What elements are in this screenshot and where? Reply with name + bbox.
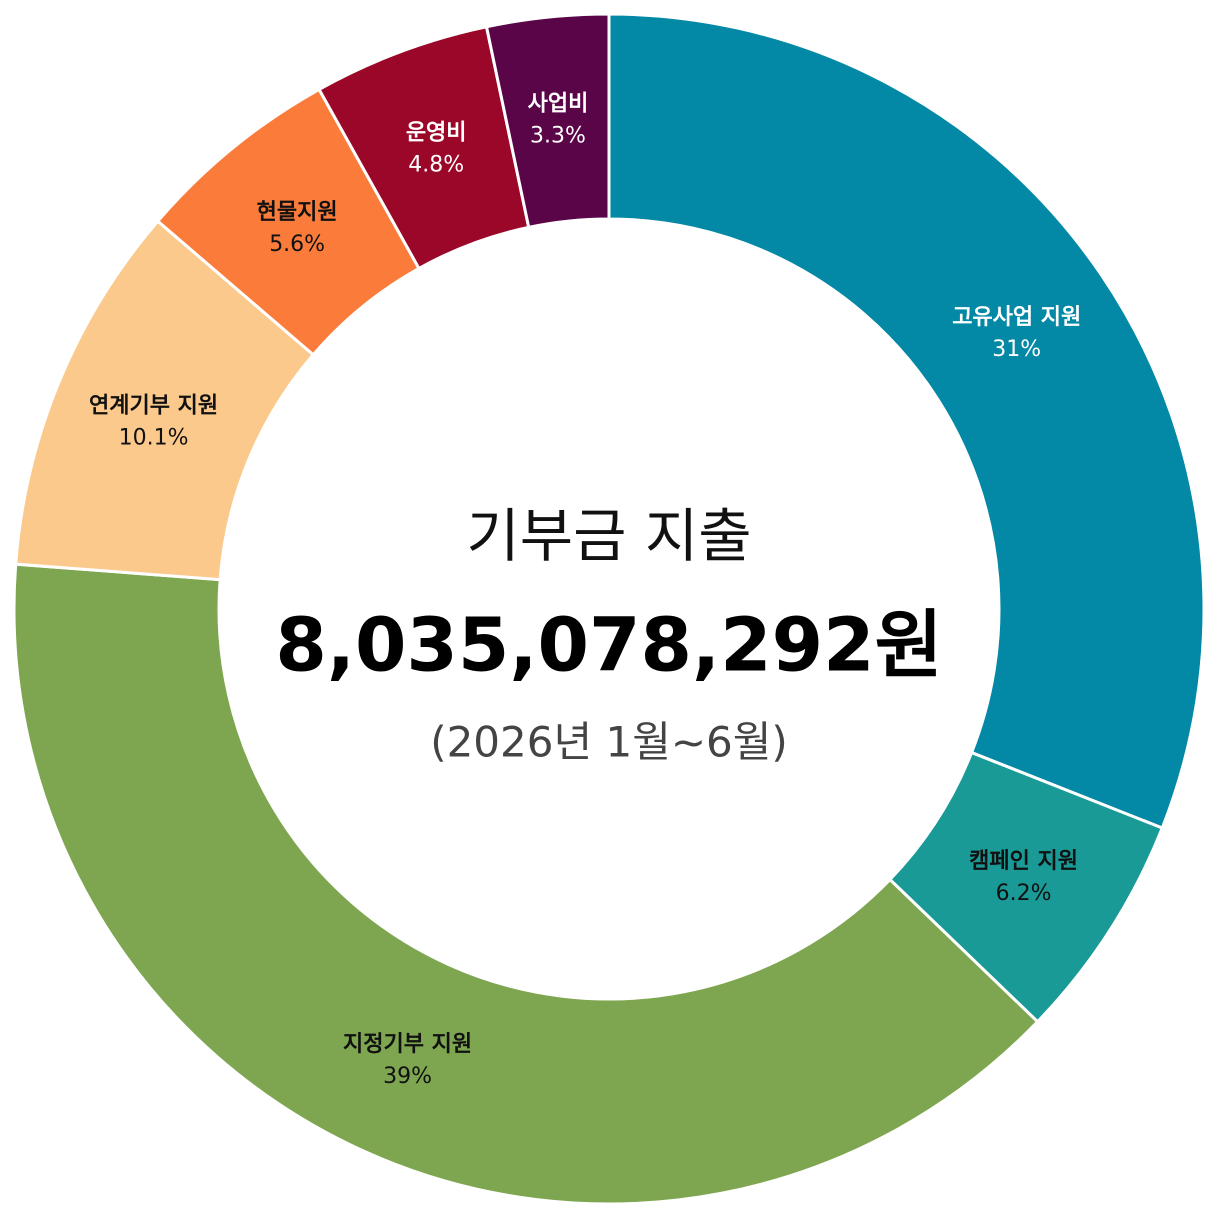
slice-value-label: 31%	[992, 337, 1041, 362]
slice-value-label: 5.6%	[269, 232, 325, 257]
slice-label: 연계기부 지원	[89, 393, 218, 418]
slice-value-label: 6.2%	[996, 881, 1052, 906]
slice-label: 지정기부 지원	[343, 1032, 472, 1057]
donut-slice	[12, 562, 1040, 1206]
center-total: 8,035,078,292원	[275, 603, 942, 689]
slice-value-label: 10.1%	[119, 425, 189, 450]
center-title: 기부금 지출	[466, 502, 751, 570]
slice-label: 현물지원	[257, 200, 338, 225]
slice-value-label: 4.8%	[408, 152, 464, 177]
donut-slice	[484, 12, 611, 230]
center-subtitle: (2026년 1월~6월)	[430, 718, 788, 767]
slice-label: 운영비	[406, 120, 467, 145]
slice-label: 사업비	[528, 92, 589, 117]
slice-value-label: 3.3%	[530, 124, 586, 149]
donut-slice	[607, 12, 1206, 830]
slice-label: 캠페인 지원	[969, 849, 1078, 874]
slice-value-label: 39%	[383, 1064, 432, 1089]
slice-label: 고유사업 지원	[952, 305, 1081, 330]
